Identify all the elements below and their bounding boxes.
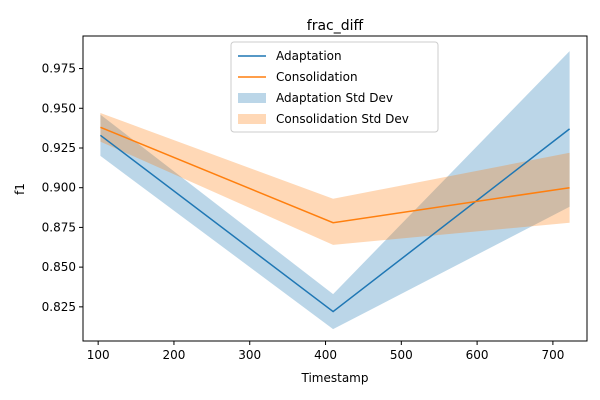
- x-axis-ticks: 100 200 300 400 500 600 700: [87, 341, 564, 362]
- plot-area-frame: [82, 35, 588, 342]
- y-tick-label: 0.875: [42, 220, 76, 234]
- line-consolidation: [100, 126, 570, 224]
- legend-frame: [230, 41, 439, 133]
- y-tick-label: 0.925: [42, 141, 76, 155]
- x-tick-label: 700: [541, 348, 564, 362]
- x-tick-label: 100: [87, 348, 110, 362]
- legend-label-consolidation: Consolidation: [276, 70, 358, 84]
- legend-label-adaptation-std-dev: Adaptation Std Dev: [276, 91, 393, 105]
- chart-title: frac_diff: [307, 18, 364, 34]
- y-axis-label: f1: [13, 183, 27, 195]
- legend-label-adaptation: Adaptation: [276, 49, 342, 63]
- x-tick-label: 500: [390, 348, 413, 362]
- y-tick-label: 0.825: [42, 300, 76, 314]
- y-tick-label: 0.850: [42, 260, 76, 274]
- x-tick-label: 200: [162, 348, 185, 362]
- x-tick-label: 300: [238, 348, 261, 362]
- x-tick-label: 600: [466, 348, 489, 362]
- y-axis-ticks: 0.825 0.850 0.875 0.900 0.925 0.950 0.975: [42, 62, 83, 314]
- y-tick-label: 0.950: [42, 101, 76, 115]
- band-consolidation: [100, 113, 570, 245]
- legend-swatch-consolidation-std-dev: [238, 114, 266, 124]
- legend: Adaptation Consolidation Adaptation Std De…: [230, 41, 439, 133]
- std-dev-bands: [100, 51, 570, 330]
- y-tick-label: 0.975: [42, 62, 76, 76]
- x-tick-label: 400: [314, 348, 337, 362]
- band-adaptation: [100, 51, 570, 330]
- series-lines: [99, 126, 571, 313]
- legend-swatch-adaptation-std-dev: [238, 93, 266, 103]
- line-adaptation: [99, 128, 571, 313]
- y-tick-label: 0.900: [42, 181, 76, 195]
- x-axis-label: Timestamp: [301, 371, 369, 385]
- legend-label-consolidation-std-dev: Consolidation Std Dev: [276, 112, 409, 126]
